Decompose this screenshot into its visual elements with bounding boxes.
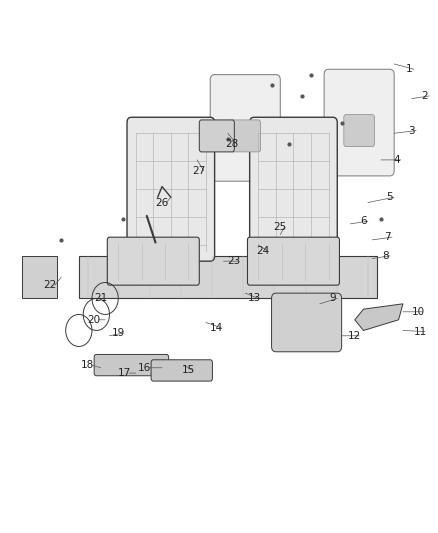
FancyBboxPatch shape bbox=[272, 293, 342, 352]
FancyBboxPatch shape bbox=[94, 354, 169, 376]
Text: 19: 19 bbox=[112, 328, 125, 338]
Text: 12: 12 bbox=[348, 331, 361, 341]
Text: 28: 28 bbox=[226, 139, 239, 149]
FancyBboxPatch shape bbox=[199, 120, 234, 152]
Text: 24: 24 bbox=[256, 246, 269, 255]
FancyBboxPatch shape bbox=[250, 117, 337, 261]
FancyBboxPatch shape bbox=[210, 75, 280, 181]
FancyBboxPatch shape bbox=[127, 117, 215, 261]
Text: 21: 21 bbox=[94, 294, 107, 303]
FancyBboxPatch shape bbox=[344, 115, 374, 147]
Text: 25: 25 bbox=[274, 222, 287, 231]
Text: 14: 14 bbox=[210, 323, 223, 333]
Text: 23: 23 bbox=[228, 256, 241, 266]
FancyBboxPatch shape bbox=[230, 120, 261, 152]
Text: 5: 5 bbox=[386, 192, 393, 202]
Text: 22: 22 bbox=[44, 280, 57, 290]
Text: 27: 27 bbox=[193, 166, 206, 175]
Polygon shape bbox=[355, 304, 403, 330]
Text: 16: 16 bbox=[138, 363, 151, 373]
Text: 18: 18 bbox=[81, 360, 94, 370]
Text: 15: 15 bbox=[182, 366, 195, 375]
Bar bbox=[79, 256, 377, 298]
Text: 26: 26 bbox=[155, 198, 169, 207]
Text: 10: 10 bbox=[412, 307, 425, 317]
FancyBboxPatch shape bbox=[151, 360, 212, 381]
Text: 2: 2 bbox=[421, 91, 428, 101]
Text: 9: 9 bbox=[329, 294, 336, 303]
Text: 20: 20 bbox=[88, 315, 101, 325]
Text: 17: 17 bbox=[118, 368, 131, 378]
FancyBboxPatch shape bbox=[247, 237, 339, 285]
Text: 1: 1 bbox=[406, 64, 413, 74]
Text: 11: 11 bbox=[414, 327, 427, 336]
Text: 6: 6 bbox=[360, 216, 367, 226]
Text: 13: 13 bbox=[247, 294, 261, 303]
Text: 3: 3 bbox=[408, 126, 415, 135]
FancyBboxPatch shape bbox=[324, 69, 394, 176]
Text: 8: 8 bbox=[382, 251, 389, 261]
Text: 7: 7 bbox=[384, 232, 391, 242]
FancyBboxPatch shape bbox=[107, 237, 199, 285]
Polygon shape bbox=[22, 256, 57, 298]
Text: 4: 4 bbox=[393, 155, 400, 165]
